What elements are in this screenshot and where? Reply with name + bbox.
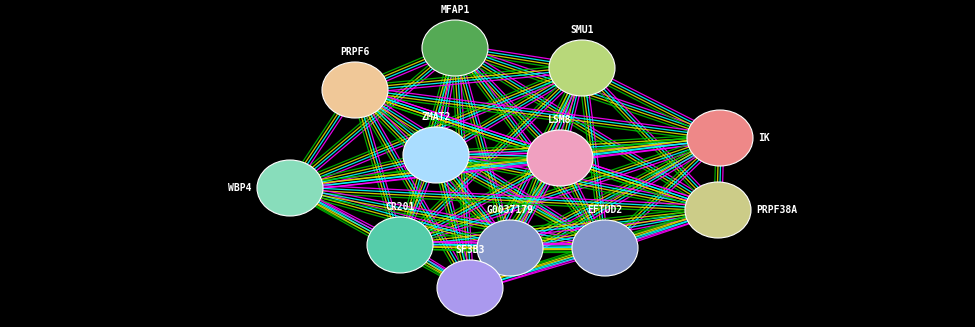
- Ellipse shape: [527, 130, 593, 186]
- Text: SF3B3: SF3B3: [455, 245, 485, 255]
- Ellipse shape: [403, 127, 469, 183]
- Ellipse shape: [685, 182, 751, 238]
- Ellipse shape: [549, 40, 615, 96]
- Ellipse shape: [257, 160, 323, 216]
- Text: PRPF38A: PRPF38A: [756, 205, 798, 215]
- Ellipse shape: [687, 110, 753, 166]
- Text: EFTUD2: EFTUD2: [587, 205, 623, 215]
- Ellipse shape: [477, 220, 543, 276]
- Text: CR201: CR201: [385, 202, 414, 212]
- Ellipse shape: [422, 20, 488, 76]
- Ellipse shape: [572, 220, 638, 276]
- Text: LSM8: LSM8: [548, 115, 571, 125]
- Ellipse shape: [437, 260, 503, 316]
- Text: IK: IK: [758, 133, 769, 143]
- Ellipse shape: [322, 62, 388, 118]
- Text: G0037179: G0037179: [487, 205, 533, 215]
- Text: PRPF6: PRPF6: [340, 47, 370, 57]
- Text: MFAP1: MFAP1: [441, 5, 470, 15]
- Text: SMU1: SMU1: [570, 25, 594, 35]
- Text: ZMAT2: ZMAT2: [421, 112, 450, 122]
- Text: WBP4: WBP4: [228, 183, 252, 193]
- Ellipse shape: [367, 217, 433, 273]
